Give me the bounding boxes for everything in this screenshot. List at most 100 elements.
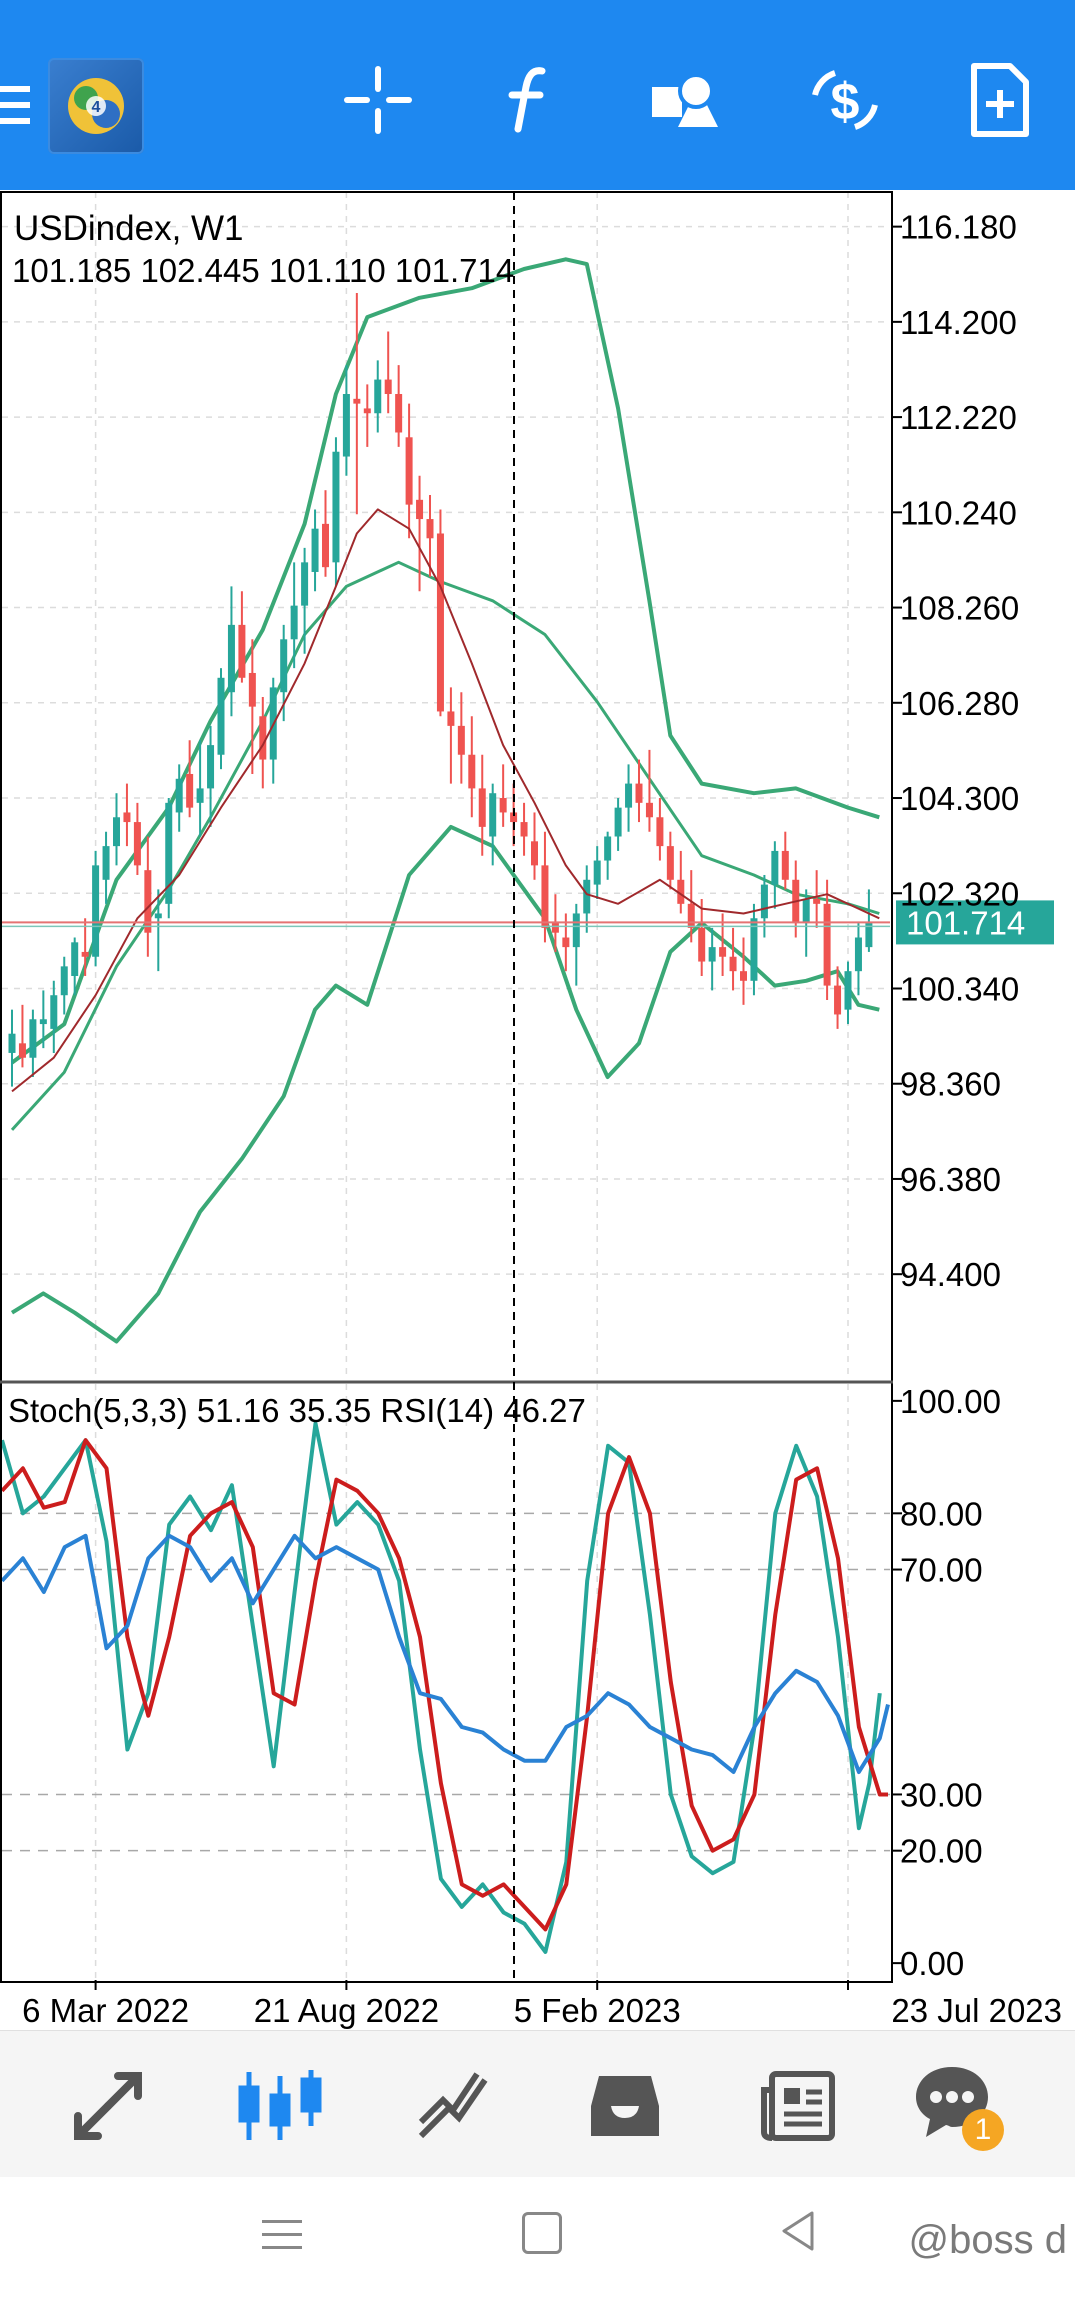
candle bbox=[635, 759, 643, 823]
back-icon[interactable] bbox=[778, 2209, 818, 2253]
candle bbox=[771, 841, 779, 909]
candle bbox=[813, 870, 821, 928]
osc-tick-label: 80.00 bbox=[900, 1495, 983, 1532]
x-tick-label: 5 Feb 2023 bbox=[514, 1992, 681, 2029]
candle-body bbox=[781, 850, 789, 880]
candle bbox=[572, 903, 580, 986]
candle bbox=[280, 624, 288, 722]
stoch-d-line bbox=[0, 1438, 888, 1932]
candle-body bbox=[551, 923, 559, 933]
candle-body bbox=[60, 966, 68, 996]
candle-body bbox=[813, 899, 821, 904]
candle-body bbox=[478, 788, 486, 827]
candle-body bbox=[322, 523, 329, 568]
messages-icon[interactable]: 1 bbox=[912, 2061, 1004, 2151]
y-tick-label: 112.220 bbox=[900, 399, 1017, 436]
candle bbox=[322, 490, 329, 577]
candle bbox=[666, 831, 674, 890]
candle-body bbox=[844, 971, 852, 1010]
candle-body bbox=[227, 624, 235, 693]
chart-area[interactable]: 101.714 116.180 114.200 112.220 110.240 108.… bbox=[0, 190, 1075, 2030]
y-tick-label: 98.360 bbox=[900, 1066, 1001, 1103]
candle-body bbox=[426, 519, 434, 539]
news-icon[interactable] bbox=[753, 2061, 843, 2151]
candle bbox=[604, 831, 612, 880]
chart-canvas[interactable]: 101.714 116.180 114.200 112.220 110.240 108.… bbox=[0, 190, 1075, 2030]
candle bbox=[656, 798, 664, 861]
candle bbox=[645, 749, 653, 832]
osc-tick-label: 100.00 bbox=[900, 1383, 1001, 1420]
candle bbox=[593, 846, 601, 900]
history-icon[interactable] bbox=[580, 2061, 670, 2151]
osc-tick-label: 30.00 bbox=[900, 1776, 983, 1813]
candle bbox=[740, 937, 747, 1005]
candle bbox=[750, 903, 758, 996]
menu-icon[interactable] bbox=[262, 2212, 302, 2252]
candle bbox=[447, 687, 455, 784]
candle bbox=[436, 509, 444, 717]
y-tick-label: 96.380 bbox=[900, 1161, 1001, 1198]
candle-body bbox=[677, 879, 685, 904]
bottom-navigation: 1 bbox=[0, 2030, 1075, 2178]
candle bbox=[520, 802, 528, 856]
candle bbox=[60, 956, 68, 1015]
candle-body bbox=[29, 1019, 37, 1058]
candle-body bbox=[457, 725, 465, 755]
moving-average-line bbox=[11, 508, 880, 1093]
crosshair-icon[interactable] bbox=[333, 55, 423, 145]
indicators-icon[interactable] bbox=[488, 55, 578, 145]
objects-icon[interactable] bbox=[643, 55, 733, 145]
candle-body bbox=[771, 850, 779, 885]
metatrader-logo[interactable]: 4 bbox=[48, 58, 144, 154]
candle-body bbox=[123, 812, 131, 823]
candle-body bbox=[207, 745, 215, 789]
candle bbox=[416, 475, 424, 592]
candle bbox=[844, 961, 852, 1025]
candle-body bbox=[656, 817, 664, 847]
candle bbox=[144, 836, 152, 957]
candle-body bbox=[92, 865, 100, 957]
chart-icon[interactable] bbox=[235, 2061, 325, 2151]
symbol-timeframe: USDindex, W1 bbox=[14, 209, 244, 248]
candle-body bbox=[196, 788, 204, 803]
candle-body bbox=[593, 860, 601, 885]
candle-body bbox=[186, 773, 194, 808]
ohlc-readout: 101.185 102.445 101.110 101.714 bbox=[12, 252, 514, 289]
candle bbox=[823, 879, 831, 1001]
candle bbox=[353, 293, 361, 515]
candle bbox=[196, 740, 204, 837]
system-navigation bbox=[0, 2177, 1075, 2309]
y-tick-label: 108.260 bbox=[900, 590, 1019, 627]
home-icon[interactable] bbox=[522, 2212, 562, 2254]
y-tick-label: 100.340 bbox=[900, 970, 1019, 1007]
stoch-k-line bbox=[0, 1421, 882, 1954]
trade-nav-icon[interactable] bbox=[408, 2061, 498, 2151]
x-tick-label: 23 Jul 2023 bbox=[891, 1992, 1062, 2029]
candle-body bbox=[635, 783, 643, 803]
candle bbox=[374, 360, 382, 433]
candle bbox=[677, 850, 685, 914]
messages-badge: 1 bbox=[962, 2109, 1004, 2151]
candle-body bbox=[531, 841, 538, 866]
candle bbox=[499, 764, 507, 827]
candle-body bbox=[708, 947, 716, 962]
candle-body bbox=[760, 884, 768, 919]
bollinger-lower-line bbox=[10, 824, 880, 1344]
candle-body bbox=[854, 937, 862, 972]
candle-body bbox=[259, 716, 267, 760]
candle bbox=[165, 798, 173, 919]
quotes-icon[interactable] bbox=[63, 2061, 153, 2151]
oscillator-label: Stoch(5,3,3) 51.16 35.35 RSI(14) 46.27 bbox=[8, 1392, 586, 1429]
current-price-label: 101.714 bbox=[906, 904, 1025, 941]
osc-tick-label: 70.00 bbox=[900, 1552, 983, 1589]
new-order-icon[interactable] bbox=[955, 55, 1045, 145]
trade-icon[interactable]: $ bbox=[800, 55, 890, 145]
hamburger-menu-icon[interactable] bbox=[0, 86, 30, 126]
candle-body bbox=[280, 639, 288, 693]
candle-body bbox=[384, 379, 392, 395]
candle bbox=[113, 793, 120, 866]
candle-body bbox=[238, 624, 246, 678]
rsi-line bbox=[0, 1533, 890, 1774]
oscillator-lines bbox=[0, 1421, 890, 1954]
candle bbox=[92, 850, 100, 967]
